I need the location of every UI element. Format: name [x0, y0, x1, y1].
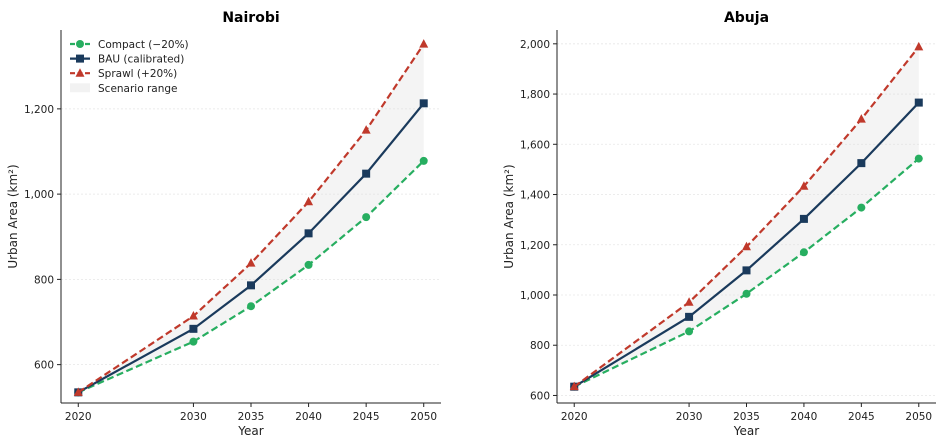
data-point	[742, 266, 751, 275]
series-line-sprawl-20	[77, 43, 425, 394]
data-point	[247, 281, 255, 290]
y-tick-label: 2,000	[520, 39, 550, 51]
data-point	[73, 387, 83, 396]
series-line-bau-calibrated	[77, 102, 425, 394]
abuja-chart: 600 800 1,000 1,200 1,400 1,600 1,800 2,000 2020…	[502, 10, 936, 438]
y-tick-label: 1,800	[520, 89, 550, 101]
series-line-sprawl-20	[573, 46, 920, 388]
y-tick-label: 600	[34, 360, 54, 372]
legend-marker	[76, 40, 84, 48]
x-tick-label: 2035	[238, 411, 265, 423]
chart-title: Nairobi	[222, 10, 279, 26]
y-axis-label: Urban Area (km²)	[502, 164, 516, 268]
legend-label: Sprawl (+20%)	[98, 68, 177, 80]
data-point	[742, 241, 751, 251]
x-tick-label: 2035	[733, 411, 760, 423]
data-point	[362, 169, 371, 178]
data-point	[569, 381, 579, 391]
y-tick-label: 1,000	[520, 290, 550, 302]
x-axis-label: Year	[237, 424, 263, 438]
nairobi-chart: 600 800 1,000 1,200 2020 2030 2035 2040 2045 2050…	[6, 10, 441, 438]
legend-label: Scenario range	[98, 83, 178, 95]
series-line-bau-calibrated	[573, 101, 920, 388]
x-tick-label: 2030	[180, 411, 207, 423]
series-line-compact-20	[77, 160, 425, 394]
x-axis-label: Year	[733, 424, 759, 438]
y-axis-label: Urban Area (km²)	[6, 164, 20, 268]
data-point	[685, 312, 694, 321]
legend-marker	[75, 68, 85, 77]
data-point	[799, 248, 808, 257]
legend-band-swatch	[70, 83, 90, 93]
y-tick-label: 1,000	[24, 189, 54, 201]
data-point	[304, 260, 313, 269]
x-tick-label: 2030	[676, 411, 703, 423]
scenario-range-band	[574, 46, 919, 387]
data-point	[361, 125, 371, 134]
data-point	[684, 297, 694, 306]
data-point	[857, 159, 866, 168]
x-tick-label: 2020	[561, 411, 588, 423]
x-tick-label: 2045	[353, 411, 380, 423]
chart-title: Abuja	[724, 10, 769, 26]
data-point	[857, 203, 866, 212]
y-tick-label: 600	[530, 390, 550, 402]
data-point	[304, 196, 314, 206]
data-point	[188, 311, 198, 320]
data-point	[419, 99, 428, 108]
data-point	[189, 337, 198, 346]
data-point	[742, 289, 751, 298]
legend-label: Compact (−20%)	[98, 39, 189, 51]
data-point	[362, 213, 371, 222]
data-point	[247, 302, 255, 311]
data-point	[914, 154, 923, 163]
y-tick-label: 800	[530, 340, 550, 352]
legend-marker	[76, 54, 84, 63]
y-tick-label: 1,200	[520, 240, 550, 252]
y-tick-label: 800	[34, 274, 54, 286]
data-point	[856, 114, 866, 123]
data-point	[304, 229, 313, 238]
legend-label: BAU (calibrated)	[98, 54, 184, 66]
data-point	[914, 41, 924, 51]
x-tick-label: 2040	[791, 411, 818, 423]
series-line-compact-20	[573, 157, 920, 388]
data-point	[246, 258, 256, 267]
data-point	[799, 214, 808, 223]
series-sprawl-20	[73, 39, 429, 396]
data-point	[189, 324, 198, 333]
legend: Compact (−20%) BAU (calibrated) Sprawl (+2…	[70, 39, 189, 95]
data-point	[685, 327, 694, 336]
y-tick-label: 1,600	[520, 139, 550, 151]
data-point	[914, 98, 923, 107]
series-compact-20	[570, 154, 923, 391]
x-tick-label: 2050	[905, 411, 932, 423]
x-tick-label: 2050	[410, 411, 437, 423]
data-point	[799, 181, 809, 190]
data-point	[419, 156, 428, 165]
x-tick-label: 2020	[65, 411, 92, 423]
x-tick-label: 2040	[295, 411, 322, 423]
data-point	[419, 39, 429, 48]
series-sprawl-20	[569, 41, 924, 391]
y-tick-label: 1,400	[520, 190, 550, 202]
y-tick-label: 1,200	[24, 104, 54, 116]
scenario-range-band	[78, 44, 424, 393]
x-tick-label: 2045	[848, 411, 875, 423]
